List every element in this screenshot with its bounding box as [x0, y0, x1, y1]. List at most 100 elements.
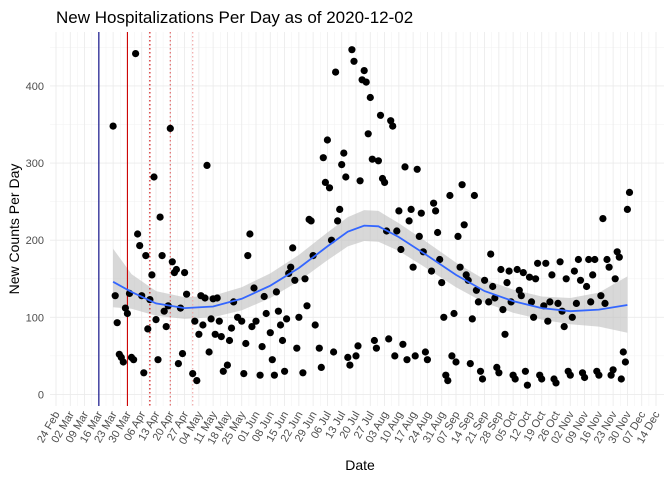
data-point: [530, 313, 538, 321]
data-point: [213, 294, 221, 302]
data-point: [283, 315, 291, 323]
y-tick-label: 100: [26, 312, 44, 324]
data-point: [278, 336, 287, 345]
data-point: [462, 271, 470, 279]
data-point: [407, 205, 415, 213]
data-point: [570, 267, 579, 275]
data-point: [546, 298, 554, 306]
data-point: [517, 292, 525, 300]
data-point: [211, 330, 219, 338]
data-point: [258, 343, 266, 351]
data-point: [430, 199, 438, 207]
data-point: [352, 352, 360, 360]
data-point: [440, 313, 448, 321]
data-point: [340, 149, 348, 157]
data-point: [178, 350, 187, 358]
data-point: [513, 265, 521, 274]
data-point: [260, 292, 268, 301]
y-axis-ticks: 0 100 200 300 400: [26, 81, 44, 401]
data-point: [470, 191, 478, 200]
data-point: [423, 356, 431, 364]
data-point: [136, 242, 144, 250]
data-point: [315, 344, 323, 352]
data-point: [311, 321, 319, 329]
data-point: [301, 275, 309, 283]
data-point: [448, 352, 456, 360]
data-point: [583, 282, 591, 291]
data-point: [238, 317, 246, 325]
data-point: [468, 315, 476, 323]
data-point: [538, 375, 546, 383]
y-tick-label: 400: [26, 81, 44, 93]
data-point: [609, 366, 617, 374]
data-point: [225, 336, 234, 345]
data-point: [160, 307, 168, 315]
data-point: [158, 252, 166, 260]
data-point: [156, 213, 164, 221]
data-point: [574, 255, 583, 264]
data-point: [599, 215, 607, 223]
data-point: [458, 181, 466, 189]
data-point: [291, 276, 299, 284]
data-point: [603, 255, 611, 264]
data-point: [248, 323, 256, 331]
data-point: [393, 227, 401, 235]
data-point: [205, 348, 213, 356]
data-point: [615, 253, 623, 261]
data-point: [503, 279, 511, 287]
data-point: [542, 259, 550, 267]
data-point: [362, 78, 370, 86]
data-point: [281, 367, 289, 375]
data-point: [519, 269, 527, 277]
data-point: [387, 117, 395, 125]
data-point: [605, 263, 613, 271]
data-point: [342, 173, 350, 181]
data-point: [548, 271, 556, 279]
data-point: [191, 317, 199, 325]
data-point: [142, 252, 150, 260]
data-point: [207, 315, 215, 323]
data-point: [381, 178, 389, 186]
data-point: [613, 248, 621, 256]
data-point: [399, 340, 407, 348]
data-point: [256, 371, 264, 379]
data-point: [354, 342, 362, 350]
data-point: [366, 93, 374, 102]
data-point: [181, 269, 189, 277]
data-point: [456, 263, 464, 271]
data-point: [589, 271, 597, 279]
data-point: [625, 188, 634, 196]
data-point: [417, 209, 425, 217]
data-point: [287, 263, 295, 271]
data-point: [168, 258, 176, 266]
data-point: [432, 207, 440, 215]
data-point: [601, 299, 609, 307]
data-point: [405, 217, 413, 225]
data-point: [150, 173, 158, 181]
data-point: [401, 163, 409, 171]
data-point: [442, 371, 450, 379]
smooth-trend-line: [112, 224, 628, 313]
data-point: [293, 344, 301, 352]
confidence-band: [113, 210, 628, 333]
data-point: [262, 309, 270, 318]
data-point: [532, 275, 540, 283]
data-point: [132, 50, 140, 58]
confidence-band-area: [113, 210, 628, 333]
data-point: [409, 263, 417, 271]
data-point: [274, 307, 282, 315]
data-point: [330, 348, 338, 356]
data-point: [193, 377, 201, 385]
data-point: [376, 111, 385, 119]
data-point: [360, 67, 368, 75]
data-point: [515, 286, 523, 294]
data-point: [183, 290, 191, 298]
data-point: [321, 178, 329, 186]
data-point: [587, 298, 595, 306]
y-tick-label: 300: [26, 158, 44, 170]
data-point: [554, 299, 562, 307]
data-point: [474, 298, 482, 306]
data-point: [581, 373, 589, 382]
data-point: [501, 330, 509, 338]
data-point: [215, 317, 223, 325]
